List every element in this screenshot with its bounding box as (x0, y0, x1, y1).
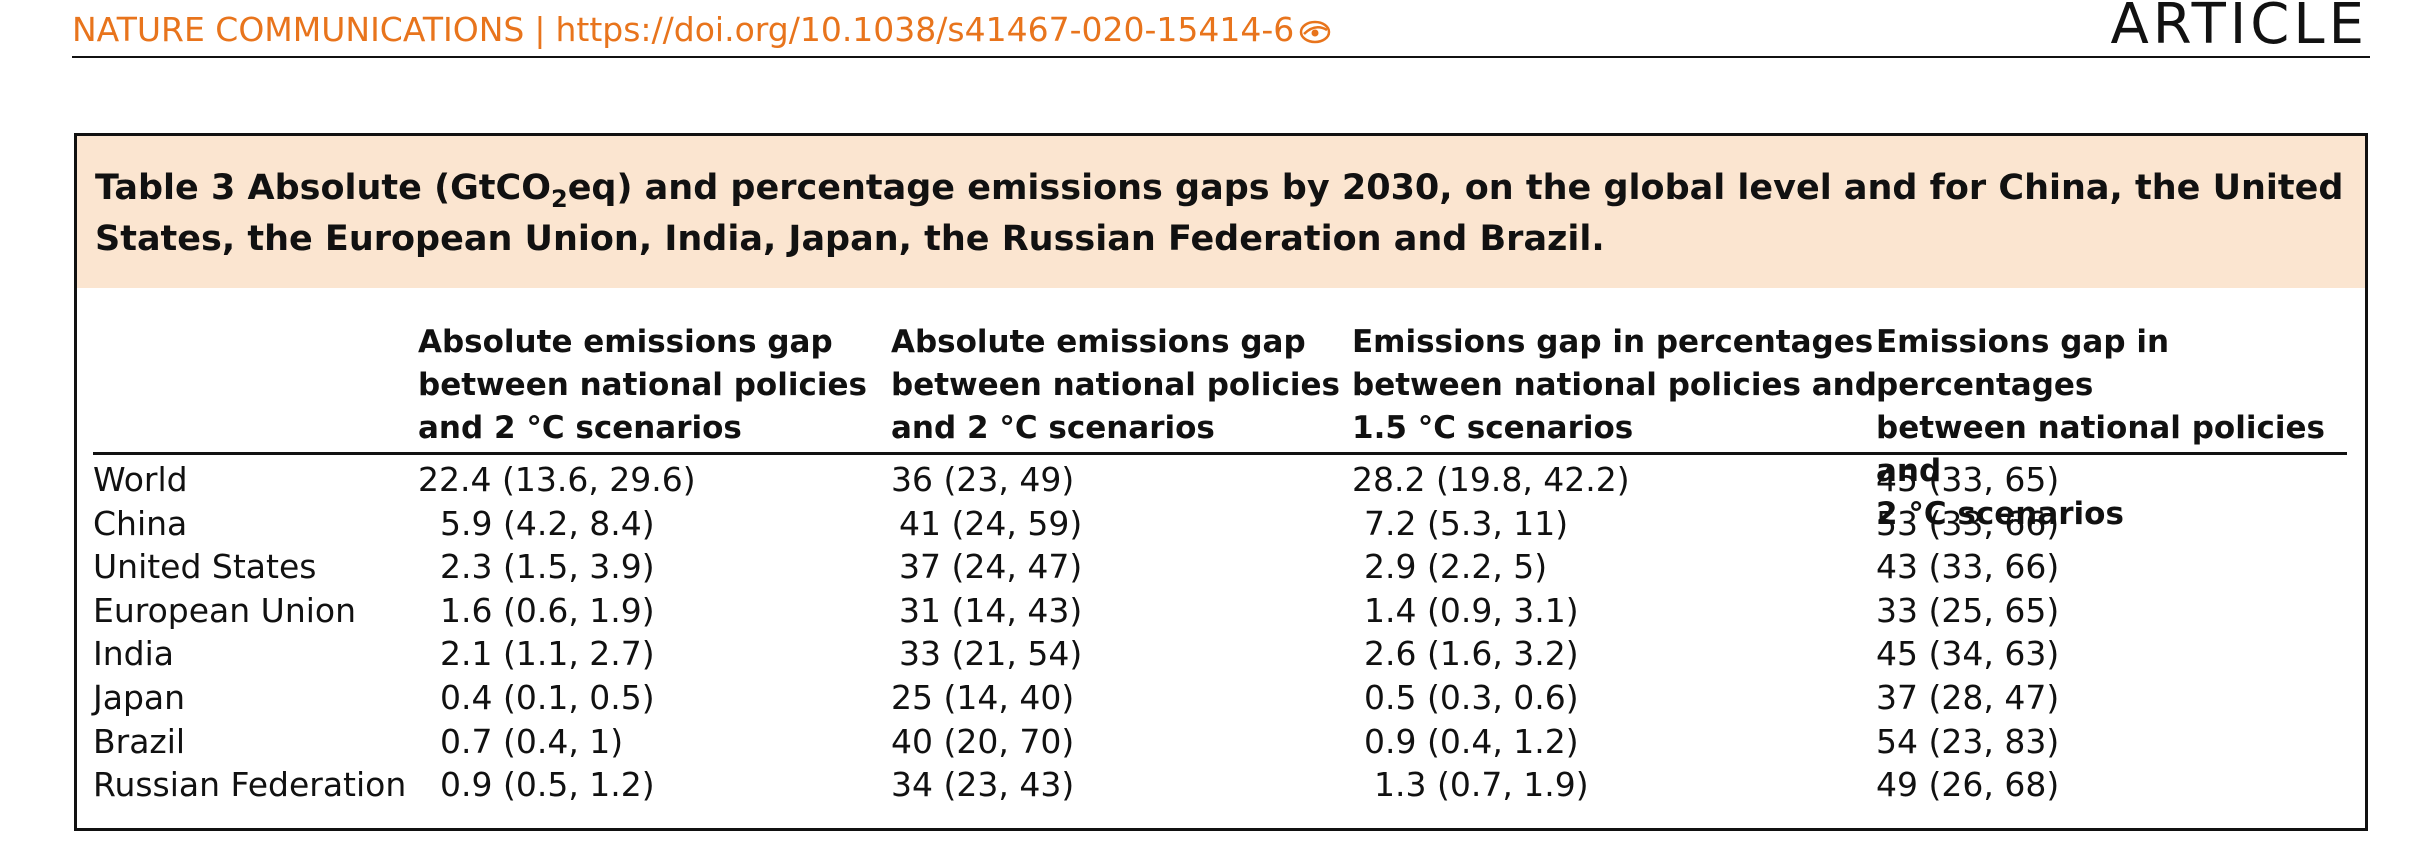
cell-percent-gap-1-5c: 0.5 (0.3, 0.6) (1364, 677, 1579, 717)
row-label: United States (93, 547, 317, 587)
cell-absolute-gap-a: 22.4 (13.6, 29.6) (418, 460, 696, 499)
cell-absolute-gap-a: 0.7 (0.4, 1) (440, 721, 624, 761)
cell-percent-gap-2c: 54 (23, 83) (1876, 721, 2060, 761)
header-separator: | (534, 10, 546, 49)
article-type-label: ARTICLE (2110, 0, 2368, 57)
cell-percent-gap-2c: 43 (33, 66) (1876, 547, 2060, 587)
row-label: China (93, 503, 188, 543)
row-label: World (93, 460, 188, 499)
page-header: NATURE COMMUNICATIONS | https://doi.org/10… (72, 0, 2370, 58)
journal-line: NATURE COMMUNICATIONS | https://doi.org/10… (72, 10, 1332, 49)
table-row: China 5.9 (4.2, 8.4) 41 (24, 59) 7.2 (5.… (77, 502, 2365, 546)
open-access-icon (1298, 14, 1332, 44)
cell-absolute-gap-a: 1.6 (0.6, 1.9) (440, 590, 655, 630)
cell-percent-gap-1-5c: 1.3 (0.7, 1.9) (1374, 765, 1589, 805)
row-label: Japan (93, 677, 186, 717)
cell-absolute-gap-b: 41 (24, 59) (899, 503, 1083, 543)
row-label: European Union (93, 590, 357, 630)
cell-absolute-gap-a: 2.3 (1.5, 3.9) (440, 547, 655, 587)
table-row: United States 2.3 (1.5, 3.9) 37 (24, 47)… (77, 545, 2365, 589)
row-label: Brazil (93, 721, 186, 761)
table-row: Russian Federation 0.9 (0.5, 1.2) 34 (23… (77, 763, 2365, 807)
cell-percent-gap-2c: 49 (26, 68) (1876, 765, 2060, 805)
table-row: World 22.4 (13.6, 29.6) 36 (23, 49) 28.2… (77, 458, 2365, 502)
cell-percent-gap-1-5c: 1.4 (0.9, 3.1) (1364, 590, 1579, 630)
cell-percent-gap-1-5c: 28.2 (19.8, 42.2) (1352, 460, 1630, 499)
cell-percent-gap-2c: 45 (33, 65) (1876, 460, 2060, 499)
cell-percent-gap-1-5c: 0.9 (0.4, 1.2) (1364, 721, 1579, 761)
column-header-absolute-gap-2c-b: Absolute emissions gap between national p… (891, 324, 1340, 446)
cell-percent-gap-2c: 53 (33, 66) (1876, 503, 2060, 543)
cell-absolute-gap-b: 33 (21, 54) (899, 634, 1083, 674)
table-row: India 2.1 (1.1, 2.7) 33 (21, 54) 2.6 (1.… (77, 632, 2365, 676)
cell-absolute-gap-a: 0.4 (0.1, 0.5) (440, 677, 655, 717)
table-row: Japan 0.4 (0.1, 0.5) 25 (14, 40) 0.5 (0.… (77, 676, 2365, 720)
cell-percent-gap-2c: 33 (25, 65) (1876, 590, 2060, 630)
cell-percent-gap-1-5c: 2.9 (2.2, 5) (1364, 547, 1548, 587)
cell-absolute-gap-b: 25 (14, 40) (891, 677, 1075, 717)
cell-absolute-gap-b: 37 (24, 47) (899, 547, 1083, 587)
cell-absolute-gap-b: 31 (14, 43) (899, 590, 1083, 630)
cell-absolute-gap-b: 40 (20, 70) (891, 721, 1075, 761)
cell-percent-gap-1-5c: 7.2 (5.3, 11) (1364, 503, 1569, 543)
cell-percent-gap-2c: 37 (28, 47) (1876, 677, 2060, 717)
table-3: Table 3 Absolute (GtCO2eq) and percentag… (74, 133, 2368, 831)
row-label: India (93, 634, 174, 674)
cell-absolute-gap-a: 2.1 (1.1, 2.7) (440, 634, 655, 674)
column-header-percent-gap-2c: Emissions gap in percentages between nati… (1876, 324, 2325, 532)
journal-name: NATURE COMMUNICATIONS (72, 10, 525, 49)
cell-absolute-gap-a: 5.9 (4.2, 8.4) (440, 503, 655, 543)
table-caption: Table 3 Absolute (GtCO2eq) and percentag… (77, 136, 2365, 288)
cell-absolute-gap-a: 0.9 (0.5, 1.2) (440, 765, 655, 805)
doi-link[interactable]: https://doi.org/10.1038/s41467-020-15414… (555, 10, 1295, 49)
table-body: World 22.4 (13.6, 29.6) 36 (23, 49) 28.2… (77, 458, 2365, 807)
table-row: Brazil 0.7 (0.4, 1) 40 (20, 70) 0.9 (0.4… (77, 720, 2365, 764)
cell-absolute-gap-b: 34 (23, 43) (891, 765, 1075, 805)
column-header-absolute-gap-2c-a: Absolute emissions gap between national p… (418, 324, 867, 446)
row-label: Russian Federation (93, 765, 407, 805)
cell-percent-gap-2c: 45 (34, 63) (1876, 634, 2060, 674)
column-header-percent-gap-1-5c: Emissions gap in percentages between nati… (1352, 324, 1877, 446)
cell-percent-gap-1-5c: 2.6 (1.6, 3.2) (1364, 634, 1579, 674)
cell-absolute-gap-b: 36 (23, 49) (891, 460, 1075, 499)
table-row: European Union 1.6 (0.6, 1.9) 31 (14, 43… (77, 589, 2365, 633)
header-rule (93, 452, 2347, 455)
